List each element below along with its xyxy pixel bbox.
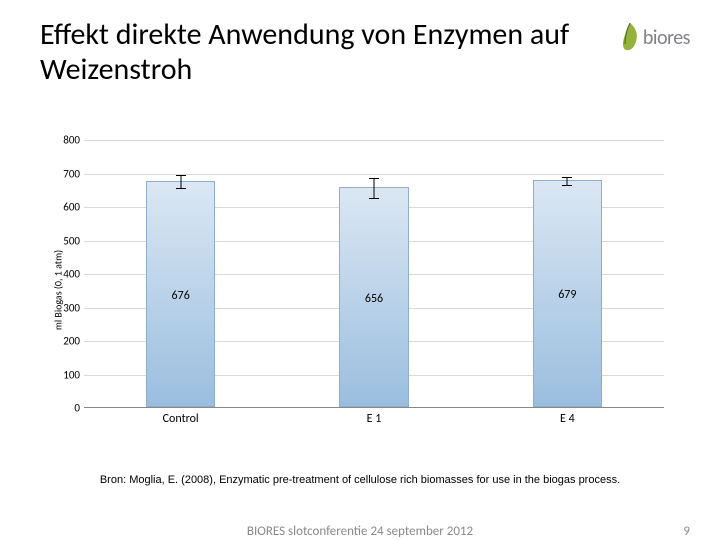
category-label: E 4 [560, 412, 575, 426]
category-label: Control [163, 412, 199, 426]
logo: biores [619, 18, 690, 54]
error-bar [374, 178, 375, 198]
slide-number: 9 [683, 524, 690, 539]
y-axis-title: ml Biogas (0, 1 atm) [52, 250, 65, 330]
source-note: Bron: Moglia, E. (2008), Enzymatic pre-t… [0, 474, 720, 486]
y-tick-label: 700 [54, 167, 80, 180]
bar: 676 [146, 181, 216, 407]
y-tick-label: 800 [54, 134, 80, 147]
error-cap [369, 198, 379, 199]
error-bar [180, 175, 181, 188]
y-tick-label: 600 [54, 201, 80, 214]
page-title: Effekt direkte Anwendung von Enzymen auf… [40, 18, 619, 87]
category-labels: Control E 1 E 4 [84, 412, 664, 432]
bar-value-label: 676 [146, 289, 216, 303]
y-tick-label: 300 [54, 301, 80, 314]
bar: 656 [339, 187, 409, 407]
y-tick-label: 200 [54, 335, 80, 348]
y-tick-label: 500 [54, 234, 80, 247]
bar-chart: ml Biogas (0, 1 atm) 0 100 200 300 400 500 600… [50, 140, 670, 440]
error-cap [562, 185, 572, 186]
gridline [84, 174, 664, 175]
category-label: E 1 [367, 412, 382, 426]
y-tick-label: 0 [54, 402, 80, 415]
bar: 679 [533, 180, 603, 407]
gridline [84, 140, 664, 141]
error-cap [176, 175, 186, 176]
y-tick-label: 400 [54, 268, 80, 281]
leaf-icon [619, 22, 641, 54]
error-cap [562, 177, 572, 178]
footer-text: BIORES slotconferentie 24 september 2012 [247, 524, 473, 539]
error-cap [369, 178, 379, 179]
error-bar [567, 177, 568, 185]
bar-value-label: 679 [533, 288, 603, 302]
error-cap [176, 188, 186, 189]
y-tick-label: 100 [54, 368, 80, 381]
plot-area: 0100200300400500600700800676656679 [84, 140, 664, 408]
logo-text: biores [643, 26, 690, 50]
bar-value-label: 656 [339, 292, 409, 306]
